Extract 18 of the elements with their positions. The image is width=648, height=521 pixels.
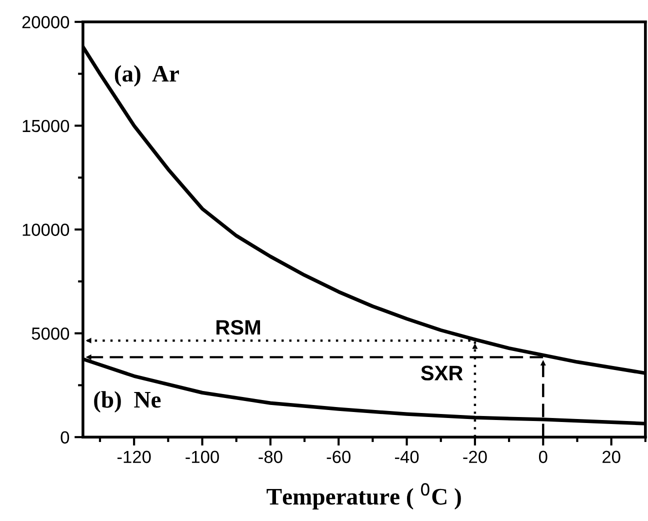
y-tick-label: 15000 [22, 120, 70, 132]
x-tick-label: -80 [258, 450, 282, 464]
y-tick-label: 10000 [22, 224, 70, 236]
annotation: SXR [421, 366, 463, 380]
annotation: (b) Ne [94, 391, 161, 413]
x-axis-title: Temperature ( $^{0}$C ) [266, 483, 461, 510]
y-tick-label: 5000 [32, 327, 70, 340]
x-tick-label: 20 [602, 450, 620, 464]
annotation: (a) Ar [114, 65, 179, 87]
x-tick-label: -60 [326, 450, 350, 464]
annotation: RSM [216, 320, 260, 335]
x-tick-label: 0 [538, 450, 548, 464]
x-tick-label: -100 [186, 450, 219, 464]
x-tick-label: -40 [395, 450, 419, 464]
y-tick-label: 0 [60, 431, 70, 444]
y-tick-label: 20000 [22, 16, 70, 28]
x-tick-label: -120 [117, 450, 151, 464]
x-tick-label: -20 [463, 450, 487, 464]
